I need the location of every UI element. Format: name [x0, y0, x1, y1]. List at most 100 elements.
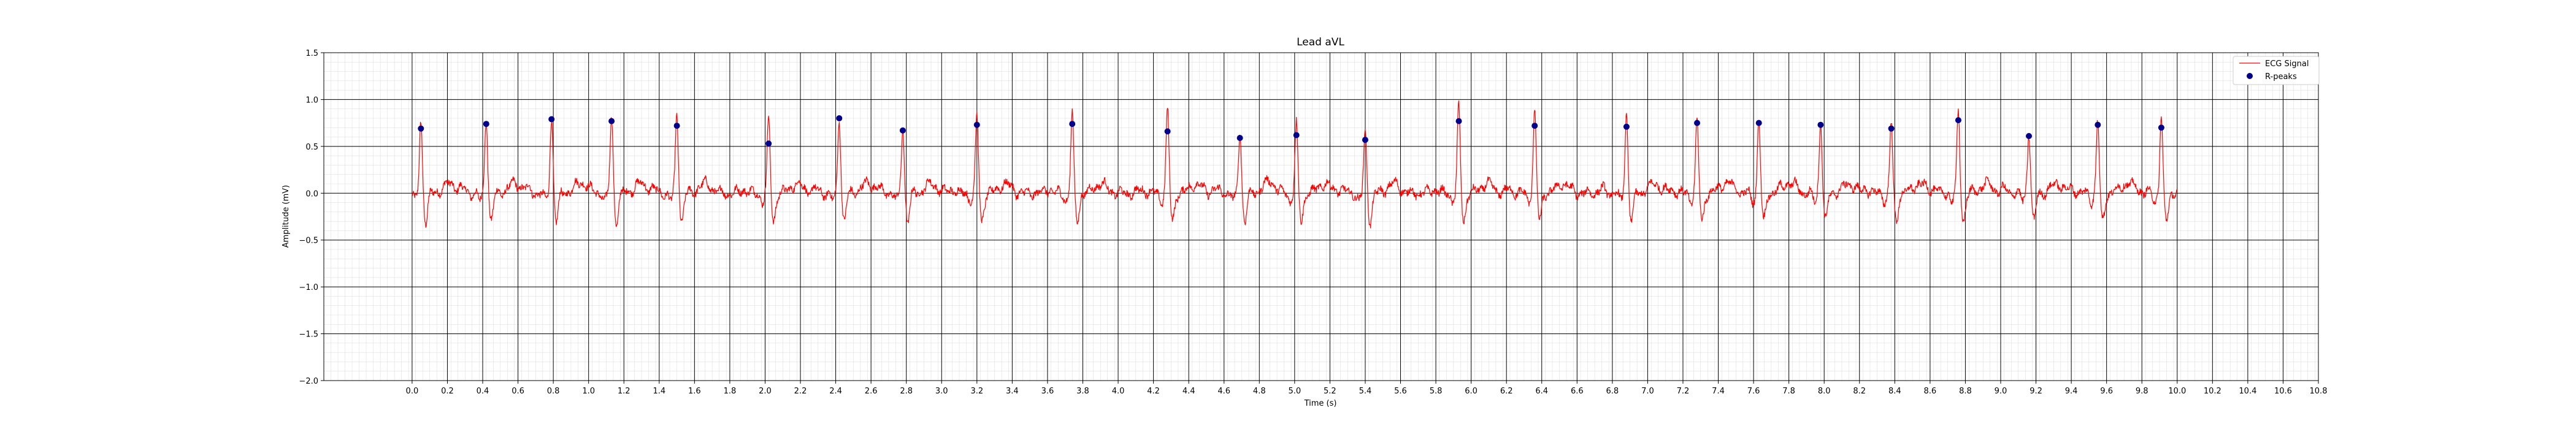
x-tick-label: 8.6 [1924, 387, 1937, 396]
r-peak-marker [548, 116, 555, 123]
x-tick-label: 6.8 [1606, 387, 1619, 396]
r-peak-marker [973, 121, 980, 128]
r-peak-marker [1694, 120, 1700, 126]
x-tick-label: 8.0 [1818, 387, 1831, 396]
x-tick-label: 5.0 [1288, 387, 1301, 396]
y-axis-label: Amplitude (mV) [282, 185, 291, 248]
y-tick-label: −1.0 [299, 283, 318, 292]
y-tick-label: 1.0 [305, 96, 318, 105]
x-tick-label: 5.2 [1324, 387, 1336, 396]
legend-ecg-label: ECG Signal [2265, 59, 2309, 69]
x-tick-label: 7.8 [1782, 387, 1795, 396]
x-tick-label: 8.8 [1959, 387, 1972, 396]
x-tick-label: 9.2 [2030, 387, 2042, 396]
axis-ticks: 0.0 0.2 0.4 0.6 0.8 1.0 1.2 1.4 1.6 1.8 2.0 2.2 2.4 2… [299, 49, 2327, 396]
r-peak-marker [2026, 133, 2032, 139]
x-tick-label: 9.0 [1995, 387, 2007, 396]
x-tick-label: 6.2 [1500, 387, 1513, 396]
x-tick-label: 0.2 [441, 387, 454, 396]
x-tick-label: 2.4 [829, 387, 842, 396]
x-tick-label: 6.0 [1465, 387, 1478, 396]
x-tick-label: 4.2 [1147, 387, 1160, 396]
chart-title: Lead aVL [1297, 36, 1344, 48]
r-peak-marker [1069, 121, 1076, 127]
x-tick-label: 1.8 [724, 387, 737, 396]
r-peak-marker [418, 125, 424, 132]
x-tick-label: 5.8 [1430, 387, 1443, 396]
x-tick-label: 4.0 [1112, 387, 1125, 396]
r-peak-marker [836, 115, 843, 121]
x-tick-label: 9.6 [2100, 387, 2113, 396]
x-tick-label: 7.6 [1747, 387, 1760, 396]
x-tick-label: 3.6 [1041, 387, 1054, 396]
axes-frame [323, 52, 2319, 381]
r-peak-marker [1531, 123, 1538, 129]
x-tick-label: 10.2 [2204, 387, 2221, 396]
r-peak-marker [483, 121, 489, 127]
x-tick-label: 0.6 [512, 387, 524, 396]
y-tick-label: −0.5 [299, 237, 318, 246]
legend: ECG Signal R-peaks [2233, 56, 2320, 85]
x-tick-label: 8.2 [1853, 387, 1866, 396]
x-tick-label: 7.4 [1712, 387, 1725, 396]
x-tick-label: 7.2 [1677, 387, 1690, 396]
x-tick-label: 8.4 [1888, 387, 1901, 396]
y-tick-label: −1.5 [299, 330, 318, 340]
x-tick-label: 9.8 [2136, 387, 2149, 396]
x-tick-label: 10.8 [2310, 387, 2328, 396]
x-tick-label: 1.6 [688, 387, 701, 396]
x-tick-label: 2.0 [759, 387, 772, 396]
x-tick-label: 5.4 [1359, 387, 1372, 396]
y-tick-label: 0.0 [305, 189, 318, 199]
legend-rpeak-marker-swatch [2247, 73, 2253, 79]
r-peak-marker [1623, 123, 1630, 130]
legend-rpeak-label: R-peaks [2265, 72, 2297, 82]
x-tick-label: 7.0 [1641, 387, 1654, 396]
x-tick-label: 3.8 [1076, 387, 1089, 396]
x-tick-label: 0.4 [477, 387, 489, 396]
x-tick-label: 3.2 [970, 387, 983, 396]
x-tick-label: 1.2 [618, 387, 631, 396]
y-tick-label: 0.5 [305, 143, 318, 152]
r-peak-marker [1755, 120, 1762, 126]
x-tick-label: 6.6 [1571, 387, 1584, 396]
x-tick-label: 0.0 [406, 387, 419, 396]
r-peak-marker [1362, 137, 1368, 143]
r-peak-marker [1955, 117, 1961, 124]
y-tick-label: 1.5 [305, 49, 318, 58]
x-axis-label: Time (s) [1304, 399, 1337, 408]
x-tick-label: 2.6 [865, 387, 878, 396]
x-tick-label: 0.8 [547, 387, 560, 396]
x-tick-label: 10.4 [2239, 387, 2256, 396]
y-tick-label: −2.0 [299, 377, 318, 386]
x-tick-label: 5.6 [1394, 387, 1407, 396]
x-tick-label: 10.6 [2274, 387, 2292, 396]
r-peak-marker [1888, 125, 1895, 132]
r-peak-marker [765, 140, 772, 147]
x-tick-label: 1.0 [582, 387, 595, 396]
x-tick-label: 2.2 [794, 387, 807, 396]
r-peak-marker [2095, 121, 2101, 128]
r-peak-marker [1164, 128, 1171, 135]
r-peak-marker [1455, 118, 1462, 124]
r-peak-marker [608, 118, 615, 124]
r-peak-marker [1293, 132, 1300, 139]
x-tick-label: 4.4 [1183, 387, 1195, 396]
r-peak-markers [418, 115, 2164, 147]
plot-area: 0.0 0.2 0.4 0.6 0.8 1.0 1.2 1.4 1.6 1.8 2.0 2.2 2.4 2… [299, 49, 2327, 396]
x-tick-label: 3.0 [935, 387, 948, 396]
x-tick-label: 1.4 [653, 387, 665, 396]
x-tick-label: 2.8 [900, 387, 913, 396]
x-tick-label: 4.8 [1253, 387, 1266, 396]
r-peak-marker [1236, 135, 1243, 142]
x-tick-label: 4.6 [1217, 387, 1230, 396]
ecg-signal-line [412, 100, 2178, 229]
r-peak-marker [1817, 121, 1824, 128]
r-peak-marker [2158, 124, 2164, 131]
x-tick-label: 3.4 [1006, 387, 1019, 396]
r-peak-marker [673, 123, 680, 129]
x-tick-label: 10.0 [2168, 387, 2186, 396]
x-tick-label: 6.4 [1535, 387, 1548, 396]
